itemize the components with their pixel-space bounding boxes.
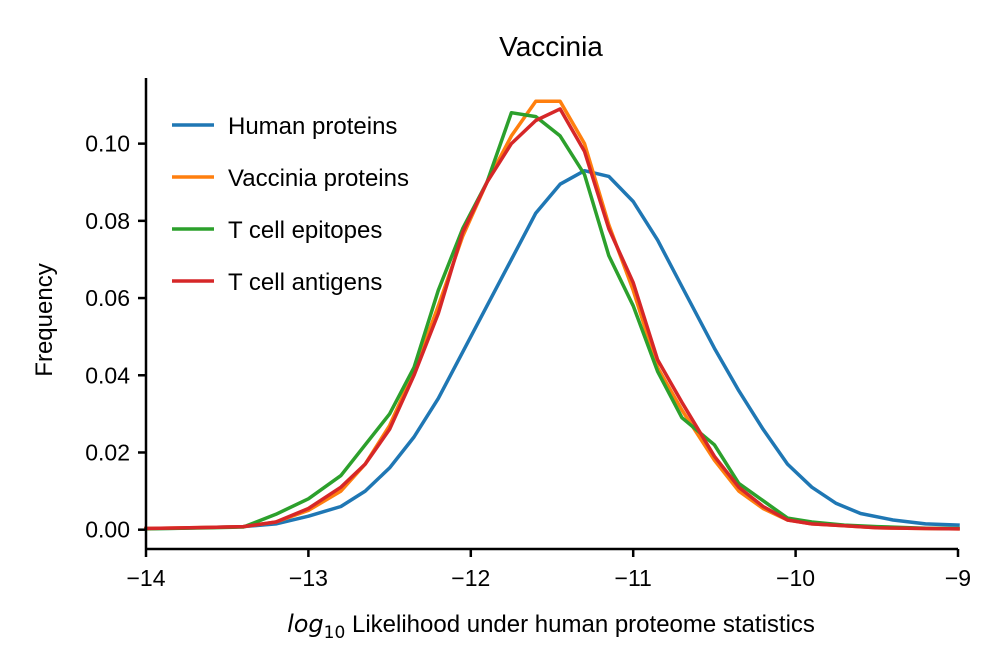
- legend-label: Human proteins: [228, 113, 397, 140]
- x-tick-label: −12: [451, 565, 490, 591]
- x-axis-title-math: log: [287, 610, 324, 638]
- x-tick-label: −14: [126, 565, 165, 591]
- y-tick-label: 0.04: [85, 362, 130, 388]
- y-tick-label: 0.00: [85, 517, 130, 543]
- chart-title: Vaccinia: [499, 31, 603, 62]
- y-tick-label: 0.10: [85, 131, 130, 157]
- plot-area: [144, 99, 960, 531]
- axes: −14 −13 −12 −11 −10 −9 0.00 0.02 0.04 0.06 0.08 0.1…: [85, 78, 971, 591]
- x-axis-title-text: Likelihood under human proteome statisti…: [345, 611, 815, 638]
- y-axis-title: Frequency: [31, 263, 58, 376]
- legend-label: T cell epitopes: [228, 217, 382, 244]
- series-line-1: [144, 168, 960, 531]
- legend-label: T cell antigens: [228, 269, 382, 296]
- legend-label: Vaccinia proteins: [228, 165, 409, 192]
- series-line-3: [144, 110, 960, 531]
- y-tick-label: 0.02: [85, 439, 130, 465]
- x-tick-label: −11: [615, 565, 652, 591]
- y-tick-label: 0.08: [85, 208, 130, 234]
- y-tick-label: 0.06: [85, 285, 130, 311]
- x-tick-label: −9: [945, 565, 971, 591]
- x-axis-title: log10 Likelihood under human proteome st…: [287, 610, 815, 643]
- series-line-4: [144, 107, 960, 531]
- x-tick-label: −10: [776, 565, 815, 591]
- legend: Human proteins Vaccinia proteins T cell ep…: [172, 113, 409, 296]
- x-tick-label: −13: [289, 565, 328, 591]
- x-axis-title-subscript: 10: [324, 623, 346, 643]
